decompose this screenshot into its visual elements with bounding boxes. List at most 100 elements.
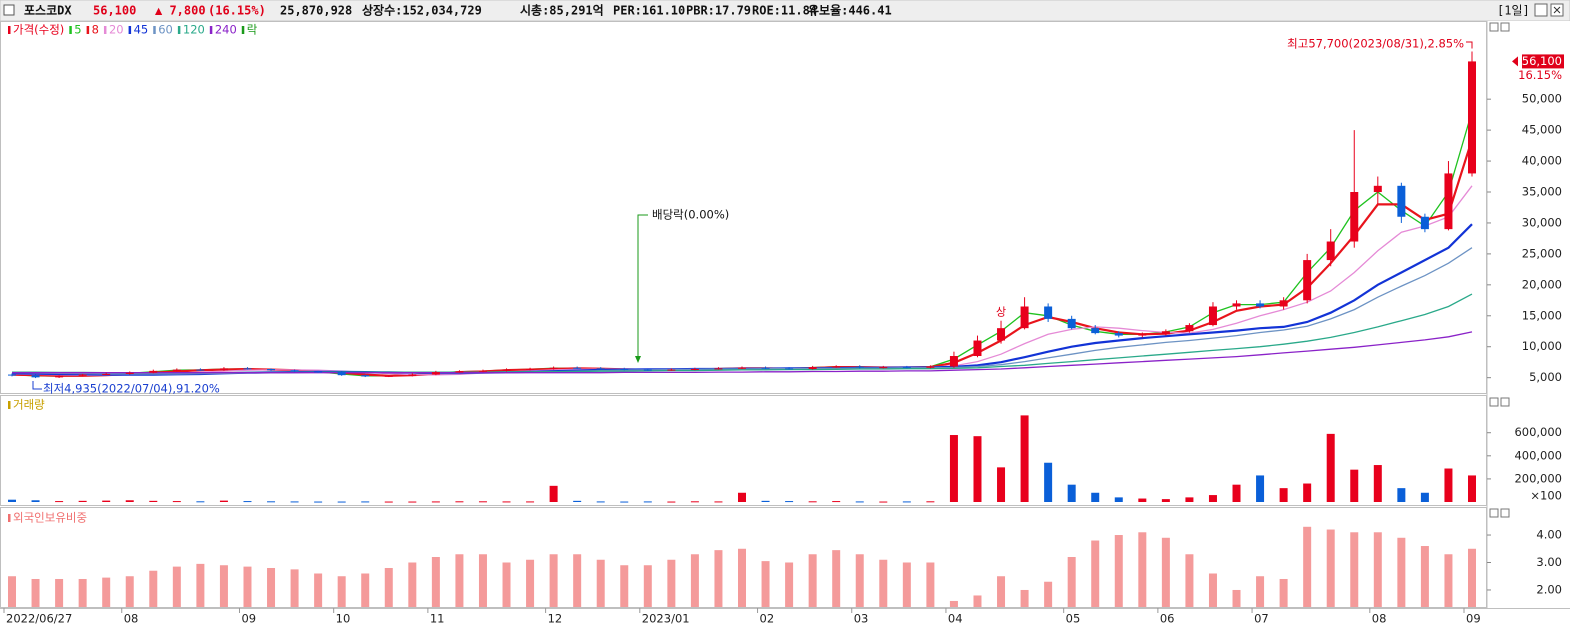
foreign-ratio-bar: [1373, 532, 1382, 607]
candle-body: [879, 367, 888, 369]
panel-close-button[interactable]: [1500, 508, 1510, 518]
x-tick-label: 08: [124, 612, 139, 626]
candle-body: [1161, 331, 1170, 335]
foreign-ratio-bar: [455, 554, 464, 607]
foreign-ratio-bar: [714, 550, 723, 607]
candle-body: [714, 368, 723, 370]
volume-bar: [1444, 468, 1453, 502]
candle-body: [667, 369, 676, 371]
foreign-ratio-bar: [949, 600, 958, 607]
select-checkbox[interactable]: [3, 4, 15, 16]
panel-min-button[interactable]: [1489, 508, 1499, 518]
panel-title-swatch: [8, 514, 11, 522]
volume-bar: [290, 501, 299, 503]
volume-bar: [455, 501, 464, 503]
volume-bar: [149, 500, 158, 502]
volume-bar: [8, 499, 16, 502]
volume-bar: [1044, 462, 1053, 502]
foreign-ratio-bar: [1326, 529, 1335, 607]
legend-label: 20: [109, 23, 124, 37]
panel-min-button[interactable]: [1489, 397, 1499, 407]
candle-body: [738, 367, 746, 369]
foreign-ratio-bar: [785, 562, 794, 607]
candle-body: [1397, 185, 1406, 217]
legend-label: 가격(수정): [13, 23, 64, 37]
volume-bar: [314, 501, 323, 503]
candle-body: [478, 370, 487, 372]
candle-body: [855, 366, 864, 368]
candle-body: [926, 366, 935, 368]
foreign-ratio-bar: [690, 554, 699, 607]
foreign-ratio-bar: [1185, 554, 1194, 607]
volume-bar: [714, 501, 723, 503]
panel-min-button[interactable]: [1489, 22, 1499, 32]
candle-body: [1208, 306, 1217, 326]
candle-body: [196, 369, 205, 371]
foreign-ratio-bar: [55, 578, 64, 607]
y-tick-label: 10,000: [1522, 339, 1562, 353]
foreign-ratio-bar: [196, 563, 205, 607]
foreign-ratio-bar: [361, 573, 370, 607]
volume-bar: [761, 500, 770, 502]
volume-bar: [361, 501, 370, 503]
candle-body: [408, 374, 417, 376]
candle-body: [620, 369, 629, 371]
y-tick-label: 200,000: [1514, 471, 1562, 485]
panel-close-button[interactable]: [1500, 397, 1510, 407]
foreign-ratio-bar: [667, 559, 676, 607]
legend-label: 락: [247, 23, 258, 37]
legend-swatch: [103, 26, 107, 34]
foreign-ratio-bar: [408, 562, 417, 607]
foreign-ratio-bar: [1303, 526, 1312, 607]
foreign-ratio-bar: [1397, 537, 1406, 607]
y-tick-label: 600,000: [1514, 425, 1562, 439]
candle-body: [643, 369, 652, 371]
foreign-ratio-bar: [149, 570, 158, 607]
volume-bar: [879, 501, 888, 503]
foreign-ratio-bar: [855, 554, 864, 607]
foreign-ratio-bar: [31, 578, 40, 607]
close-icon: [1553, 6, 1561, 14]
volume-bar: [997, 467, 1006, 502]
candle-body: [596, 368, 605, 370]
candle-body: [55, 375, 64, 378]
y-tick-label: 2.00: [1536, 582, 1562, 596]
foreign-ratio-bar: [997, 576, 1006, 607]
x-tick-label: 04: [948, 612, 963, 626]
candle-body: [1138, 334, 1147, 336]
panel-buttons: [1489, 22, 1510, 518]
price-change: ▲ 7,800: [155, 4, 206, 18]
candle-body: [832, 366, 841, 368]
candle-body: [1185, 325, 1194, 332]
foreign-ratio-bar: [879, 559, 888, 607]
foreign-ratio-bar: [620, 565, 629, 607]
candle-body: [808, 367, 817, 370]
moving-average-line: [12, 331, 1473, 374]
restore-button[interactable]: [1534, 3, 1548, 17]
foreign-ratio-bar: [290, 569, 299, 607]
volume-bar: [808, 501, 817, 503]
y-tick-label: 15,000: [1522, 308, 1562, 322]
period-button[interactable]: [1일]: [1497, 4, 1530, 18]
volume-bar: [1350, 469, 1359, 502]
foreign-ratio-bar: [973, 595, 982, 607]
candle-body: [690, 369, 699, 371]
y-tick-label: 25,000: [1522, 246, 1562, 260]
x-tick-label: 09: [1466, 612, 1481, 626]
volume-bar: [549, 485, 558, 502]
candle-body: [573, 367, 582, 369]
foreign-ratio-bar: [738, 548, 746, 607]
x-tick-label: 2022/06/27: [6, 612, 72, 626]
volume-bar: [1161, 499, 1170, 502]
volume-bar: [1373, 465, 1382, 502]
volume-bar: [219, 500, 228, 502]
candle-body: [361, 375, 370, 377]
volume-bar: [384, 501, 393, 503]
foreign-ratio-bar: [243, 566, 252, 607]
trade-volume: 25,870,928: [280, 4, 352, 18]
volume-bar: [78, 500, 87, 502]
legend-swatch: [86, 26, 90, 34]
foreign-ratio-bar: [1091, 540, 1100, 607]
panel-close-button[interactable]: [1500, 22, 1510, 32]
candle-body: [902, 367, 911, 369]
